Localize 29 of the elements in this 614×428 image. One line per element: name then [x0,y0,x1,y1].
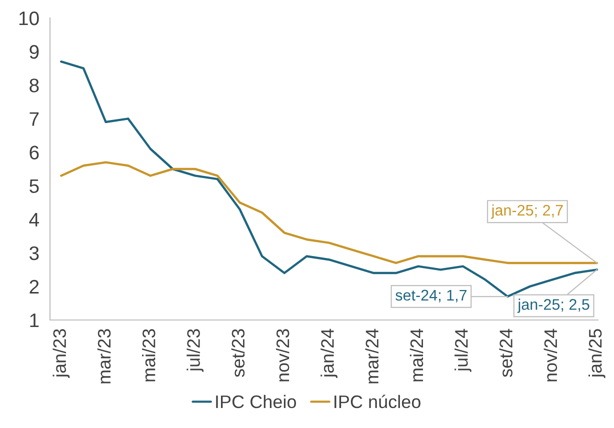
legend-label: IPC núcleo [334,394,420,408]
annotation: jan-25; 2,7 [490,204,563,219]
y-tick-label: 10 [19,11,39,26]
y-tick-label: 8 [30,78,39,92]
line-series [60,161,598,264]
y-tick-label: 5 [30,179,39,194]
x-tick-label: jul/24 [454,328,472,372]
x-tick-label: jan/25 [588,329,606,378]
y-tick-label: 2 [30,280,39,294]
x-tick-label: mar/24 [365,328,379,384]
x-tick-label: nov/24 [544,328,558,382]
x-tick-label: mar/23 [97,329,111,384]
x-tick-label: set/23 [231,329,245,378]
x-tick-label: mai/24 [410,328,424,382]
legend-label: IPC Cheio [216,394,296,408]
y-tick-label: 6 [30,146,39,160]
x-tick-label: nov/23 [276,329,290,382]
y-tick-label: 3 [30,246,39,260]
y-tick-label: 1 [30,314,39,328]
x-tick-label: jul/23 [186,329,204,372]
y-tick-label: 9 [30,45,39,59]
x-tick-label: mai/23 [142,329,156,382]
y-tick-label: 7 [30,112,39,126]
y-tick-label: 4 [29,213,40,226]
x-tick-label: set/24 [499,328,512,378]
annotation: set-24; 1,7 [396,290,467,302]
annotation: jan-25; 2,5 [517,298,590,313]
x-tick-label: jan/24 [320,328,338,378]
x-tick-label: jan/23 [52,329,70,378]
